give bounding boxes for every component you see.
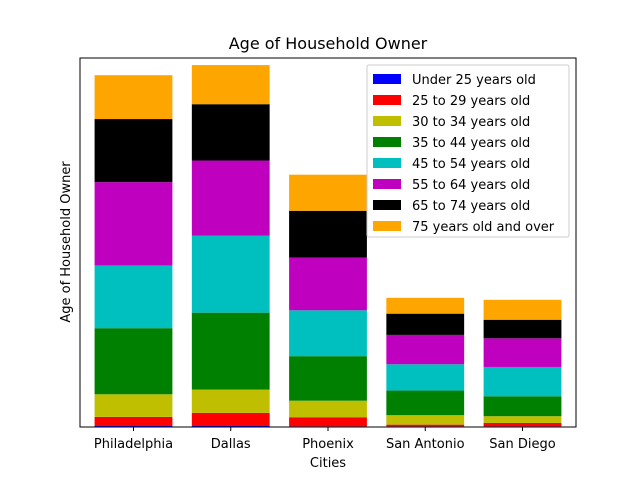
bar-segment: [94, 75, 173, 120]
bar-segment: [289, 417, 367, 427]
legend-label: 75 years old and over: [412, 220, 555, 235]
legend-swatch: [373, 116, 401, 126]
bar-segment: [191, 312, 270, 390]
bar-segment: [191, 104, 270, 161]
legend-label: 65 to 74 years old: [412, 199, 530, 214]
legend-swatch: [373, 74, 401, 84]
bar-segment: [289, 257, 367, 311]
legend-label: Under 25 years old: [412, 73, 536, 88]
bar-segment: [386, 415, 465, 425]
legend-label: 25 to 29 years old: [412, 94, 530, 109]
legend-label: 45 to 54 years old: [412, 157, 530, 172]
bar-segment: [483, 366, 562, 397]
bar-segment: [289, 210, 367, 258]
x-tick-label: San Diego: [489, 437, 555, 452]
legend-swatch: [373, 179, 401, 189]
bar-segment: [191, 425, 270, 427]
bar-segment: [386, 424, 465, 427]
bar-segment: [483, 338, 562, 367]
bar-segment: [191, 160, 270, 236]
bar-segment: [386, 364, 465, 391]
bar-segment: [94, 416, 173, 426]
legend: Under 25 years old 25 to 29 years old 30 t…: [366, 64, 570, 238]
bar-segment: [483, 319, 562, 339]
legend-swatch: [373, 221, 401, 231]
legend-frame: [366, 64, 570, 238]
bar-segment: [94, 328, 173, 395]
bar-segment: [191, 235, 270, 313]
bar-segment: [289, 356, 367, 401]
y-axis-label: Age of Household Owner: [59, 161, 74, 323]
legend-label: 30 to 34 years old: [412, 115, 530, 130]
bar-segment: [386, 390, 465, 416]
bar-segment: [94, 394, 173, 417]
x-tick-label: Phoenix: [302, 437, 354, 452]
bar-segment: [94, 425, 173, 427]
bar-segment: [94, 265, 173, 329]
bar-segment: [386, 334, 465, 365]
bars-layer: [94, 65, 562, 427]
legend-label: 35 to 44 years old: [412, 136, 530, 151]
legend-swatch: [373, 95, 401, 105]
x-tick-label: Philadelphia: [94, 437, 173, 452]
x-axis-label: Cities: [310, 456, 346, 471]
bar-segment: [483, 396, 562, 417]
legend-swatch: [373, 158, 401, 168]
legend-label: 55 to 64 years old: [412, 178, 530, 193]
bar-segment: [94, 182, 173, 266]
x-tick-label: Dallas: [211, 437, 251, 452]
bar-segment: [94, 119, 173, 183]
bar-segment: [289, 174, 367, 211]
bar-segment: [386, 297, 465, 314]
bar-segment: [483, 422, 562, 427]
bar-segment: [191, 412, 270, 426]
chart-title: Age of Household Owner: [229, 34, 428, 53]
x-ticks: Philadelphia Dallas Phoenix San Antonio San …: [94, 427, 556, 452]
bar-segment: [191, 389, 270, 413]
legend-swatch: [373, 200, 401, 210]
bar-segment: [483, 299, 562, 320]
bar-segment: [386, 313, 465, 335]
x-tick-label: San Antonio: [386, 437, 465, 452]
bar-segment: [483, 416, 562, 423]
bar-segment: [289, 400, 367, 418]
bar-segment: [191, 65, 270, 105]
legend-swatch: [373, 137, 401, 147]
bar-segment: [289, 310, 367, 357]
